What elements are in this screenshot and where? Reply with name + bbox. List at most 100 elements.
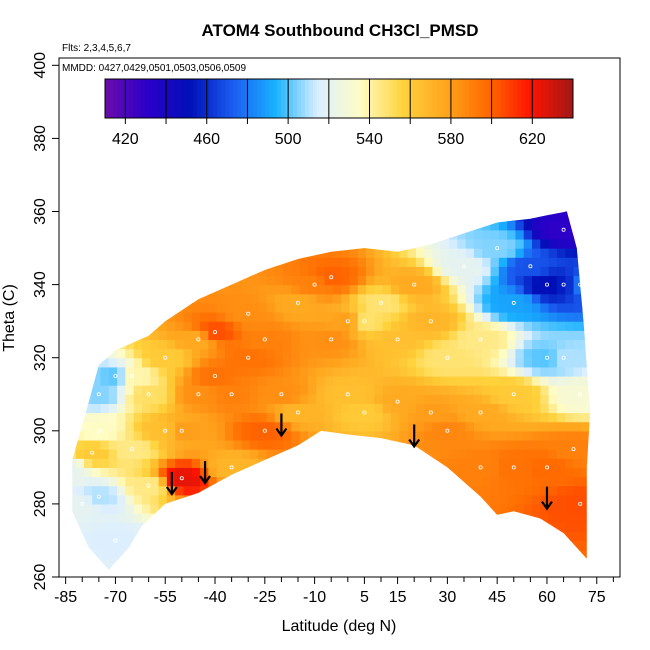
heatmap-cell xyxy=(72,403,77,414)
heatmap-cell xyxy=(258,129,267,139)
heatmap-cell xyxy=(440,430,450,441)
heatmap-cell xyxy=(208,257,218,267)
colorbar-swatch xyxy=(549,79,554,118)
heatmap-cell xyxy=(242,120,251,130)
heatmap-cell xyxy=(449,248,458,258)
heatmap-cell xyxy=(473,348,483,359)
heatmap-cell xyxy=(59,440,68,450)
heatmap-cell xyxy=(523,257,533,267)
heatmap-cell xyxy=(556,220,566,231)
heatmap-cell xyxy=(224,394,234,404)
heatmap-cell xyxy=(67,193,76,203)
heatmap-cell xyxy=(390,366,400,377)
heatmap-cell xyxy=(473,458,483,468)
heatmap-cell xyxy=(325,129,334,139)
heatmap-cell xyxy=(573,558,583,569)
heatmap-cell xyxy=(92,549,102,560)
heatmap-cell xyxy=(607,303,616,313)
heatmap-cell xyxy=(117,211,126,213)
heatmap-cell xyxy=(449,157,458,167)
heatmap-cell xyxy=(382,375,392,386)
heatmap-cell xyxy=(390,348,400,359)
heatmap-cell xyxy=(457,467,467,478)
heatmap-cell xyxy=(332,357,342,368)
heatmap-cell xyxy=(316,339,326,350)
x-tick-label: 15 xyxy=(389,589,407,606)
heatmap-cell xyxy=(84,184,93,194)
heatmap-cell xyxy=(208,312,218,322)
heatmap-cell xyxy=(283,166,292,176)
heatmap-cell xyxy=(607,248,616,258)
heatmap-cell xyxy=(75,348,85,359)
heatmap-cell xyxy=(250,166,259,176)
heatmap-cell xyxy=(565,494,575,505)
heatmap-cell xyxy=(200,248,209,258)
heatmap-cell xyxy=(440,567,450,570)
heatmap-cell xyxy=(166,412,176,423)
heatmap-cell xyxy=(291,238,301,249)
heatmap-cell xyxy=(166,284,176,295)
heatmap-cell xyxy=(266,567,276,570)
heatmap-cell xyxy=(415,439,425,450)
heatmap-cell xyxy=(59,449,68,459)
heatmap-cell xyxy=(72,312,77,322)
heatmap-cell xyxy=(449,494,458,505)
heatmap-cell xyxy=(233,458,243,468)
heatmap-cell xyxy=(258,439,268,450)
heatmap-cell xyxy=(175,175,184,185)
heatmap-cell xyxy=(299,211,309,222)
heatmap-cell xyxy=(224,248,234,258)
colorbar-frame xyxy=(104,78,574,119)
heatmap-cell xyxy=(615,504,624,514)
colorbar-swatch xyxy=(369,79,374,118)
heatmap-cell xyxy=(440,540,450,551)
heatmap-cell xyxy=(573,321,583,331)
heatmap-cell xyxy=(399,412,409,423)
heatmap-cell xyxy=(307,549,317,560)
heatmap-cell xyxy=(582,184,591,194)
heatmap-cell xyxy=(167,166,176,176)
heatmap-cell xyxy=(565,257,575,267)
heatmap-cell xyxy=(100,175,109,185)
heatmap-cell xyxy=(540,558,550,569)
heatmap-cell xyxy=(117,567,126,570)
sample-point xyxy=(395,337,400,342)
heatmap-cell xyxy=(150,567,160,570)
heatmap-cell xyxy=(299,229,309,240)
heatmap-cell xyxy=(581,421,591,432)
heatmap-cell xyxy=(366,458,375,468)
heatmap-cell xyxy=(200,522,209,532)
heatmap-cell xyxy=(59,120,68,130)
heatmap-cell xyxy=(524,193,533,203)
heatmap-cell xyxy=(407,540,417,551)
colorbar-swatch xyxy=(237,79,242,118)
x-tick-label: -10 xyxy=(303,589,326,606)
heatmap-cell xyxy=(75,467,85,478)
heatmap-cell xyxy=(515,211,525,222)
heatmap-cell xyxy=(573,220,583,231)
heatmap-cell xyxy=(307,321,317,331)
heatmap-cell xyxy=(183,430,193,441)
heatmap-cell xyxy=(490,439,500,450)
heatmap-cell xyxy=(574,129,583,139)
colorbar-swatch xyxy=(301,79,306,118)
heatmap-cell xyxy=(158,540,168,551)
heatmap-cell xyxy=(208,302,218,313)
heatmap-cell xyxy=(615,550,624,560)
heatmap-cell xyxy=(100,293,110,304)
heatmap-cell xyxy=(175,348,185,359)
heatmap-cell xyxy=(490,549,500,560)
heatmap-cell xyxy=(357,522,367,532)
heatmap-cell xyxy=(83,513,93,523)
heatmap-cell xyxy=(449,531,458,542)
heatmap-cell xyxy=(274,211,284,213)
heatmap-cell xyxy=(408,175,417,185)
heatmap-cell xyxy=(607,403,616,413)
heatmap-cell xyxy=(424,166,433,176)
heatmap-cell xyxy=(166,248,176,258)
heatmap-cell xyxy=(366,339,375,350)
heatmap-cell xyxy=(134,193,143,203)
heatmap-cell xyxy=(83,211,93,213)
heatmap-cell xyxy=(416,193,425,203)
heatmap-cell xyxy=(607,330,616,340)
